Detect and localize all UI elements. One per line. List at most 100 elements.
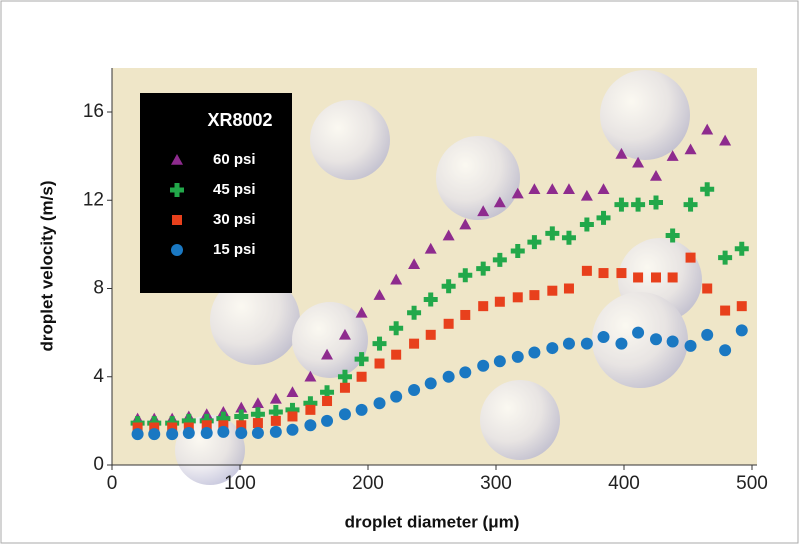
point [321, 414, 334, 427]
point [598, 268, 609, 279]
point [511, 350, 524, 363]
point [651, 272, 661, 283]
point [511, 187, 524, 199]
point [579, 217, 594, 232]
y-tick-label: 8 [93, 278, 104, 299]
point [562, 337, 575, 350]
point [478, 301, 489, 312]
point [685, 252, 696, 263]
x-tick-label: 200 [352, 473, 384, 494]
point [476, 261, 491, 276]
point [666, 335, 679, 348]
point [338, 408, 351, 421]
point [355, 306, 368, 318]
point [339, 382, 350, 393]
y-tick-label: 0 [93, 454, 104, 475]
point [408, 258, 421, 270]
point [442, 370, 455, 383]
point [287, 411, 298, 422]
point [235, 401, 248, 413]
point [563, 283, 574, 294]
point [528, 346, 541, 359]
point [441, 279, 456, 294]
point [633, 272, 644, 283]
point [304, 419, 317, 432]
point [269, 425, 282, 438]
legend-marker [172, 215, 182, 225]
point [286, 423, 299, 436]
point [580, 337, 593, 350]
point [701, 123, 714, 135]
point [735, 324, 748, 337]
point [251, 397, 264, 409]
point [373, 289, 386, 300]
point [460, 309, 471, 320]
point [235, 427, 248, 440]
point [580, 189, 593, 201]
point [614, 197, 629, 212]
point [442, 229, 455, 241]
point [493, 355, 506, 368]
point [182, 427, 195, 440]
point [701, 328, 714, 341]
point [665, 228, 680, 243]
point [285, 402, 300, 417]
point [251, 427, 264, 440]
point [132, 422, 143, 433]
point [181, 413, 196, 428]
point [201, 420, 212, 431]
point [684, 143, 697, 155]
point [320, 385, 335, 400]
point [425, 329, 436, 340]
point [354, 352, 369, 367]
y-axis-label: droplet velocity (m/s) [37, 181, 56, 352]
point [615, 147, 628, 159]
point [148, 428, 161, 441]
point [338, 328, 351, 340]
point [286, 386, 299, 397]
point [459, 366, 472, 379]
point [494, 296, 505, 307]
point [615, 337, 628, 350]
point [458, 268, 473, 283]
point [718, 250, 733, 265]
point [423, 292, 438, 307]
point [443, 318, 454, 329]
point [650, 169, 662, 181]
point [547, 285, 558, 296]
point [252, 418, 263, 429]
point [527, 235, 542, 250]
point [719, 344, 732, 357]
point [218, 420, 229, 431]
point [322, 396, 333, 407]
legend-label: 15 psi [213, 241, 256, 258]
point [200, 427, 213, 440]
point [389, 321, 404, 336]
legend-marker [171, 244, 183, 256]
point [546, 183, 559, 195]
point [528, 183, 541, 195]
point [597, 183, 610, 195]
point [529, 290, 540, 301]
point [510, 243, 525, 258]
point [581, 265, 592, 276]
legend-label: 45 psi [213, 181, 256, 198]
point [234, 409, 249, 424]
legend-title: XR8002 [207, 110, 272, 130]
point [700, 182, 715, 197]
point [736, 301, 747, 312]
point [337, 369, 352, 384]
point [545, 226, 560, 241]
point [424, 242, 437, 254]
point [493, 196, 506, 208]
point [390, 273, 403, 285]
point [632, 156, 645, 168]
x-axis-label: droplet diameter (μm) [345, 512, 520, 531]
point [632, 326, 645, 339]
point [374, 358, 385, 369]
point [304, 370, 317, 382]
point [684, 339, 697, 352]
point [373, 397, 386, 410]
point [477, 359, 490, 372]
